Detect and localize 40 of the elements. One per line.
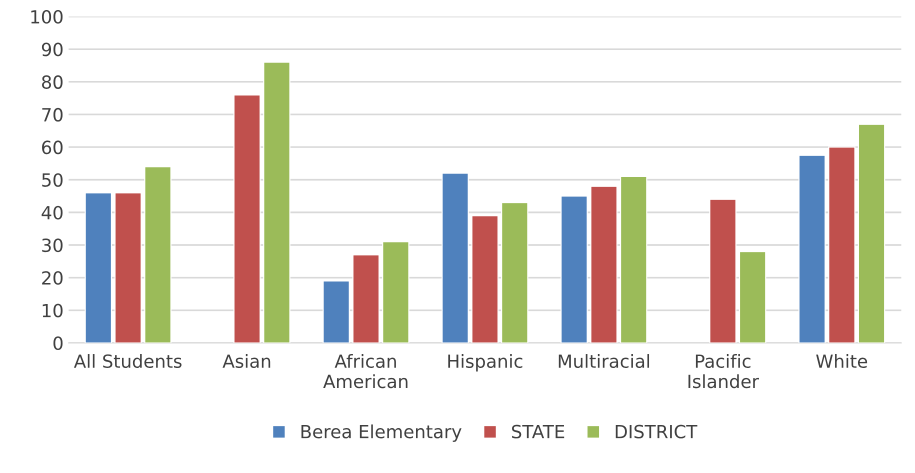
x-tick-label: Asian xyxy=(222,354,270,368)
y-tick-label: 100 xyxy=(31,10,63,24)
bar xyxy=(590,186,618,343)
y-tick-label: 90 xyxy=(42,42,63,56)
bar xyxy=(501,202,528,343)
y-tick-label: 30 xyxy=(42,238,63,252)
x-tick-label: White xyxy=(816,354,868,368)
x-tick-label: Hispanic xyxy=(448,354,522,372)
legend-label: Berea Elementary xyxy=(301,424,462,442)
x-tick-label: African American xyxy=(323,354,408,388)
x-tick-label: All Students xyxy=(74,354,182,368)
bar xyxy=(828,146,856,343)
bar xyxy=(352,254,380,343)
bar xyxy=(382,241,410,343)
bar xyxy=(263,62,290,343)
y-tick-label: 70 xyxy=(42,108,63,122)
y-tick-label: 80 xyxy=(42,75,63,89)
bar xyxy=(144,166,172,343)
bar xyxy=(738,250,766,343)
x-tick-label: Multiracial xyxy=(558,354,650,368)
bar xyxy=(709,198,736,343)
bar xyxy=(442,172,469,343)
bar xyxy=(114,192,142,343)
bar xyxy=(233,94,261,343)
y-tick-label: 10 xyxy=(42,304,63,318)
y-tick-label: 50 xyxy=(42,173,63,187)
bar xyxy=(84,192,112,343)
bar xyxy=(858,124,886,343)
bar xyxy=(471,215,499,343)
y-tick-label: 60 xyxy=(42,140,63,154)
y-tick-label: 40 xyxy=(42,206,63,220)
y-tick-label: 0 xyxy=(53,336,63,350)
bar xyxy=(322,280,350,343)
legend-label: STATE xyxy=(512,424,564,438)
bar xyxy=(560,196,588,343)
bar xyxy=(620,176,648,343)
bar xyxy=(798,154,826,343)
y-tick-label: 20 xyxy=(42,271,63,285)
x-tick-label: Pacific Islander xyxy=(688,354,759,388)
legend-label: DISTRICT xyxy=(616,424,698,438)
